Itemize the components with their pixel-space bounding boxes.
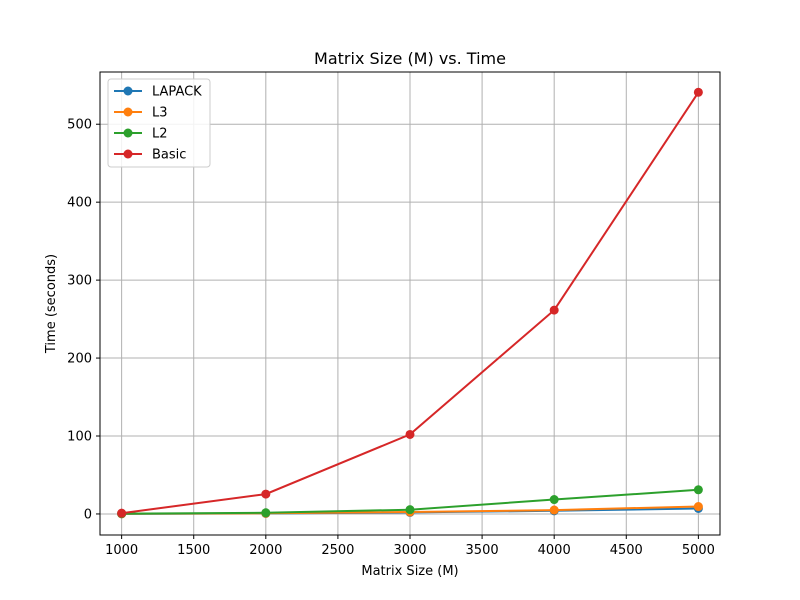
data-point-l2 (405, 505, 415, 515)
data-point-basic (405, 429, 415, 439)
y-axis-label: Time (seconds) (44, 254, 59, 354)
legend-box (107, 78, 211, 168)
legend-label: L2 (152, 127, 168, 142)
chart-title: Matrix Size (M) vs. Time (314, 49, 506, 68)
data-point-l3 (549, 505, 559, 515)
x-tick-label: 5000 (682, 543, 715, 558)
data-point-l2 (693, 485, 703, 495)
x-tick-label: 4000 (538, 543, 571, 558)
data-point-l3 (693, 502, 703, 512)
data-point-l2 (549, 495, 559, 505)
x-tick-label: 2000 (249, 543, 282, 558)
legend-swatch-marker (123, 128, 133, 138)
axis-ticks: 1000 1500 2000 2500 3000 3500 4000 4500 5000 0 100… (67, 118, 715, 558)
legend-swatch-marker (123, 149, 133, 159)
legend-item-basic: Basic (114, 148, 186, 163)
x-tick-label: 1000 (105, 543, 138, 558)
legend-item-l2: L2 (114, 127, 168, 142)
data-point-basic (693, 87, 703, 97)
data-point-basic (261, 489, 271, 499)
series-lines (117, 87, 703, 519)
x-axis-label: Matrix Size (M) (361, 564, 458, 579)
data-point-basic (117, 508, 127, 518)
x-tick-label: 3500 (466, 543, 499, 558)
legend-swatch-marker (123, 107, 133, 117)
y-tick-label: 300 (67, 274, 92, 289)
legend: LAPACK L3 L2 Basic (107, 78, 211, 168)
legend-item-lapack: LAPACK (114, 85, 202, 100)
legend-item-l3: L3 (114, 106, 168, 121)
x-tick-label: 4500 (610, 543, 643, 558)
legend-label: Basic (152, 148, 186, 163)
x-tick-label: 2500 (321, 543, 354, 558)
data-point-basic (549, 305, 559, 315)
y-tick-label: 500 (67, 118, 92, 133)
series-basic (117, 87, 703, 518)
data-point-l2 (261, 508, 271, 518)
y-tick-label: 0 (84, 507, 92, 522)
legend-label: L3 (152, 106, 168, 121)
y-tick-label: 200 (67, 352, 92, 367)
legend-swatch-marker (123, 86, 133, 96)
x-tick-label: 1500 (177, 543, 210, 558)
y-tick-label: 100 (67, 430, 92, 445)
x-tick-label: 3000 (393, 543, 426, 558)
legend-label: LAPACK (152, 85, 202, 100)
y-tick-label: 400 (67, 196, 92, 211)
